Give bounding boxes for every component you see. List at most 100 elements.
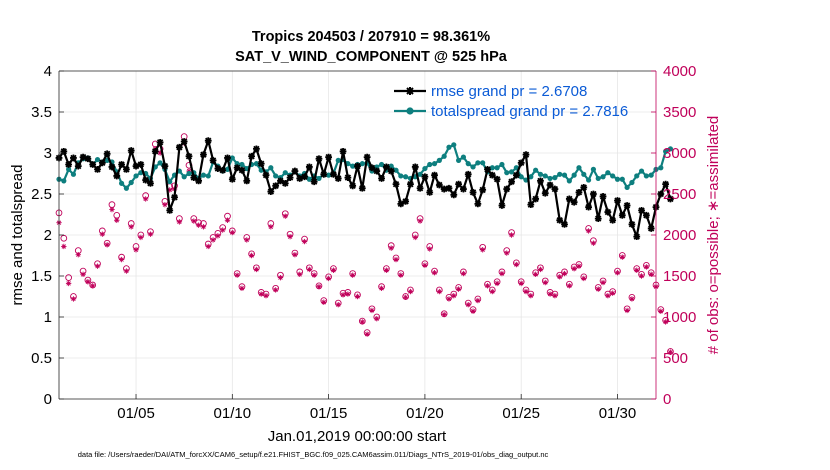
obs-assimilated-point xyxy=(263,292,269,299)
obs-assimilated-point xyxy=(484,283,491,289)
spread-point xyxy=(489,165,495,171)
y-right-tick-label: 2500 xyxy=(663,186,696,203)
spread-point xyxy=(186,170,192,177)
obs-assimilated-point xyxy=(114,217,120,223)
rmse-point xyxy=(147,179,154,187)
rmse-point xyxy=(565,195,573,203)
spread-point xyxy=(398,173,404,179)
obs-assimilated-point xyxy=(643,264,650,270)
rmse-point xyxy=(532,195,540,203)
spread-point xyxy=(566,178,572,184)
spread-point xyxy=(229,155,235,161)
obs-assimilated-point xyxy=(191,218,197,224)
rmse-point xyxy=(238,166,246,174)
y-right-tick-label: 1000 xyxy=(663,309,696,326)
rmse-point xyxy=(580,184,588,191)
rmse-point xyxy=(84,155,92,163)
obs-assimilated-point xyxy=(75,251,81,258)
obs-assimilated-point xyxy=(128,224,134,230)
obs-assimilated-point xyxy=(364,331,370,337)
y-right-tick-label: 0 xyxy=(663,391,671,408)
obs-assimilated-point xyxy=(215,233,221,239)
obs-assimilated-point xyxy=(489,288,496,295)
obs-assimilated-point xyxy=(345,291,351,297)
obs-assimilated-point xyxy=(219,227,226,233)
obs-assimilated-point xyxy=(619,254,625,260)
spread-point xyxy=(460,154,467,160)
rmse-point xyxy=(551,185,559,193)
spread-point xyxy=(133,173,139,179)
rmse-point xyxy=(190,174,198,181)
rmse-point xyxy=(604,208,612,216)
rmse-point xyxy=(614,197,621,204)
obs-assimilated-point xyxy=(224,217,231,223)
rmse-point xyxy=(498,202,506,209)
obs-assimilated-point xyxy=(552,292,558,299)
rmse-point xyxy=(431,171,438,179)
rmse-point xyxy=(330,170,337,178)
spread-point xyxy=(61,178,67,184)
rmse-point xyxy=(464,170,472,178)
obs-assimilated-point xyxy=(147,231,154,237)
spread-point xyxy=(239,161,245,168)
obs-assimilated-point xyxy=(561,270,568,277)
spread-point xyxy=(441,153,447,159)
y-right-tick-label: 3000 xyxy=(663,145,696,162)
obs-assimilated-point xyxy=(557,274,563,280)
rmse-point xyxy=(594,215,602,222)
rmse-point xyxy=(642,211,650,219)
rmse-point xyxy=(272,182,280,190)
spread-point xyxy=(436,157,442,163)
legend-rmse-marker xyxy=(406,87,414,95)
obs-assimilated-point xyxy=(537,266,544,273)
obs-assimilated-point xyxy=(600,279,606,286)
spread-point xyxy=(273,173,279,179)
obs-assimilated-point xyxy=(94,263,101,269)
obs-assimilated-point xyxy=(648,271,654,278)
spread-point xyxy=(508,169,515,175)
rmse-point xyxy=(479,186,487,194)
obs-assimilated-point xyxy=(282,213,288,219)
spread-point xyxy=(504,170,510,176)
spread-point xyxy=(431,161,438,167)
rmse-point xyxy=(416,184,424,192)
rmse-point xyxy=(585,203,592,211)
legend-spread-label: totalspread grand pr = 2.7816 xyxy=(431,103,628,120)
obs-assimilated-point xyxy=(470,308,476,314)
obs-assimilated-point xyxy=(142,196,149,202)
obs-assimilated-point xyxy=(402,294,409,301)
spread-point xyxy=(200,172,207,178)
rmse-point xyxy=(541,189,549,197)
obs-assimilated-point xyxy=(205,243,211,250)
y-axis-label: rmse and totalspread xyxy=(9,165,26,306)
rmse-point xyxy=(407,180,414,188)
spread-point xyxy=(205,173,211,179)
obs-assimilated-point xyxy=(104,242,110,248)
spread-point xyxy=(422,165,428,172)
rmse-point xyxy=(132,162,140,170)
obs-assimilated-point xyxy=(518,280,524,287)
rmse-point xyxy=(224,154,231,162)
obs-assimilated-point xyxy=(571,265,577,272)
spread-point xyxy=(571,172,577,178)
obs-assimilated-point xyxy=(590,240,597,246)
spread-point xyxy=(533,167,539,173)
rmse-point xyxy=(474,200,482,208)
spread-point xyxy=(350,163,356,169)
spread-point xyxy=(638,168,645,174)
rmse-point xyxy=(638,207,645,214)
spread-point xyxy=(306,176,312,182)
rmse-point xyxy=(411,163,419,171)
rmse-point xyxy=(209,156,217,164)
obs-assimilated-point xyxy=(436,288,443,295)
rmse-point xyxy=(113,172,121,180)
obs-assimilated-point xyxy=(595,286,601,292)
rmse-point xyxy=(358,184,366,192)
y-right-tick-label: 4000 xyxy=(663,63,696,80)
y-tick-label: 2.5 xyxy=(31,186,52,203)
spread-point xyxy=(456,157,462,163)
obs-assimilated-point xyxy=(118,256,125,263)
y-tick-label: 0.5 xyxy=(31,350,52,367)
spread-point xyxy=(268,165,274,171)
obs-assimilated-point xyxy=(359,319,366,325)
